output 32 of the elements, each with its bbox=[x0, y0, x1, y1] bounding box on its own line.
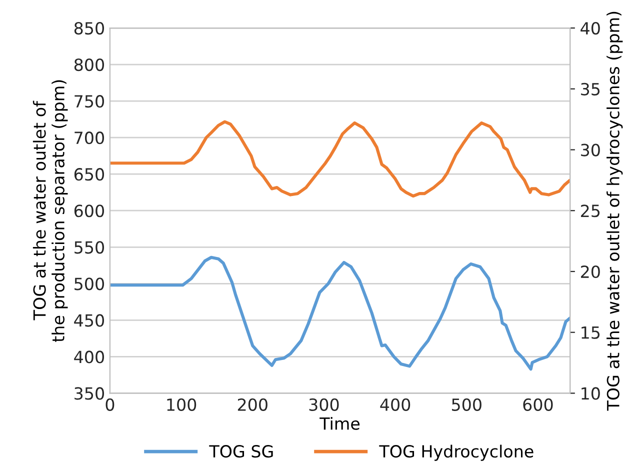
x-tick-label: 500 bbox=[452, 398, 482, 411]
y2-tick-label: 15 bbox=[582, 326, 600, 339]
x-tick-label: 0 bbox=[106, 398, 114, 411]
y-tick-label: 700 bbox=[74, 132, 104, 144]
line-series bbox=[110, 256, 570, 371]
y-tick-label: 400 bbox=[74, 350, 104, 364]
y2-axis-title: TOG at the water outlet of hydrocyclones (ppm) bbox=[606, 12, 623, 411]
y2-tick-label: 20 bbox=[581, 265, 600, 278]
x-tick-label: 200 bbox=[238, 398, 268, 411]
x-tick-label: 400 bbox=[380, 398, 410, 411]
y-tick-label: 850 bbox=[74, 22, 104, 35]
y-tick-label: 750 bbox=[74, 95, 104, 108]
y2-tick-label: 10 bbox=[582, 387, 600, 400]
x-tick-label: 100 bbox=[167, 398, 196, 411]
y-tick-label: 350 bbox=[74, 387, 104, 400]
y-tick-label: 650 bbox=[74, 168, 104, 181]
legend-label: TOG Hydrocyclone bbox=[379, 444, 534, 461]
x-axis-title: Time bbox=[320, 416, 360, 430]
y-axis-title: TOG at the water outlet of the production separator (ppm) bbox=[32, 80, 68, 342]
x-tick-label: 300 bbox=[309, 398, 339, 411]
y2-tick-label: 25 bbox=[581, 204, 600, 218]
y-tick-label: 600 bbox=[74, 204, 104, 218]
y2-tick-label: 30 bbox=[581, 144, 600, 156]
y-tick-label: 550 bbox=[74, 241, 104, 254]
y-tick-label: 500 bbox=[74, 278, 104, 290]
y2-tick-label: 40 bbox=[580, 22, 600, 35]
y2-tick-label: 35 bbox=[581, 82, 600, 96]
y-tick-label: 450 bbox=[74, 314, 104, 327]
y-tick-label: 800 bbox=[74, 58, 104, 72]
line-series bbox=[110, 120, 570, 198]
legend-label: TOG SG bbox=[209, 445, 273, 458]
x-tick-label: 600 bbox=[523, 398, 553, 411]
